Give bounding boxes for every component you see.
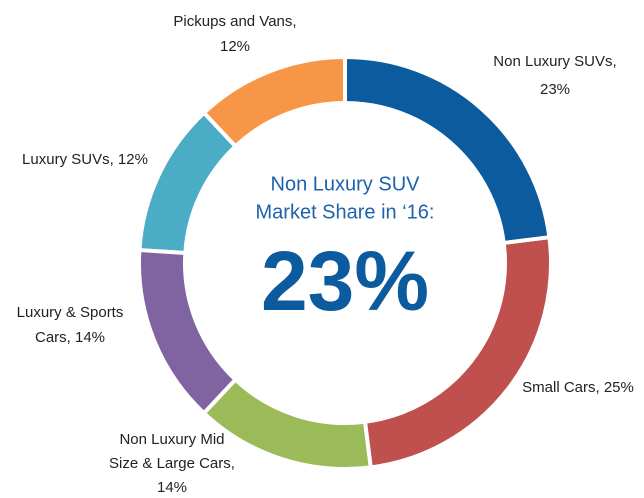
donut-slice — [137, 110, 239, 256]
slice-label: Luxury & Sports — [17, 304, 124, 321]
donut-slice — [343, 54, 552, 246]
center-title: Market Share in ‘16: — [256, 201, 435, 223]
donut-slice — [201, 376, 374, 471]
slice-label: Size & Large Cars, — [109, 455, 235, 472]
slice-label: 23% — [540, 81, 570, 98]
donut-slice — [137, 247, 239, 416]
slice-label: Cars, 14% — [35, 329, 105, 346]
slice-label: Luxury SUVs, 12% — [22, 151, 148, 168]
slice-label: Small Cars, 25% — [522, 379, 634, 396]
donut-slice — [362, 234, 553, 470]
center-title: Non Luxury SUV — [271, 173, 421, 195]
slice-label: 12% — [220, 38, 250, 55]
slice-label: Non Luxury Mid — [119, 431, 224, 448]
slice-label: 14% — [157, 479, 187, 496]
slice-label: Non Luxury SUVs, — [493, 53, 616, 70]
center-value: 23% — [261, 234, 429, 328]
slice-label: Pickups and Vans, — [173, 13, 296, 30]
